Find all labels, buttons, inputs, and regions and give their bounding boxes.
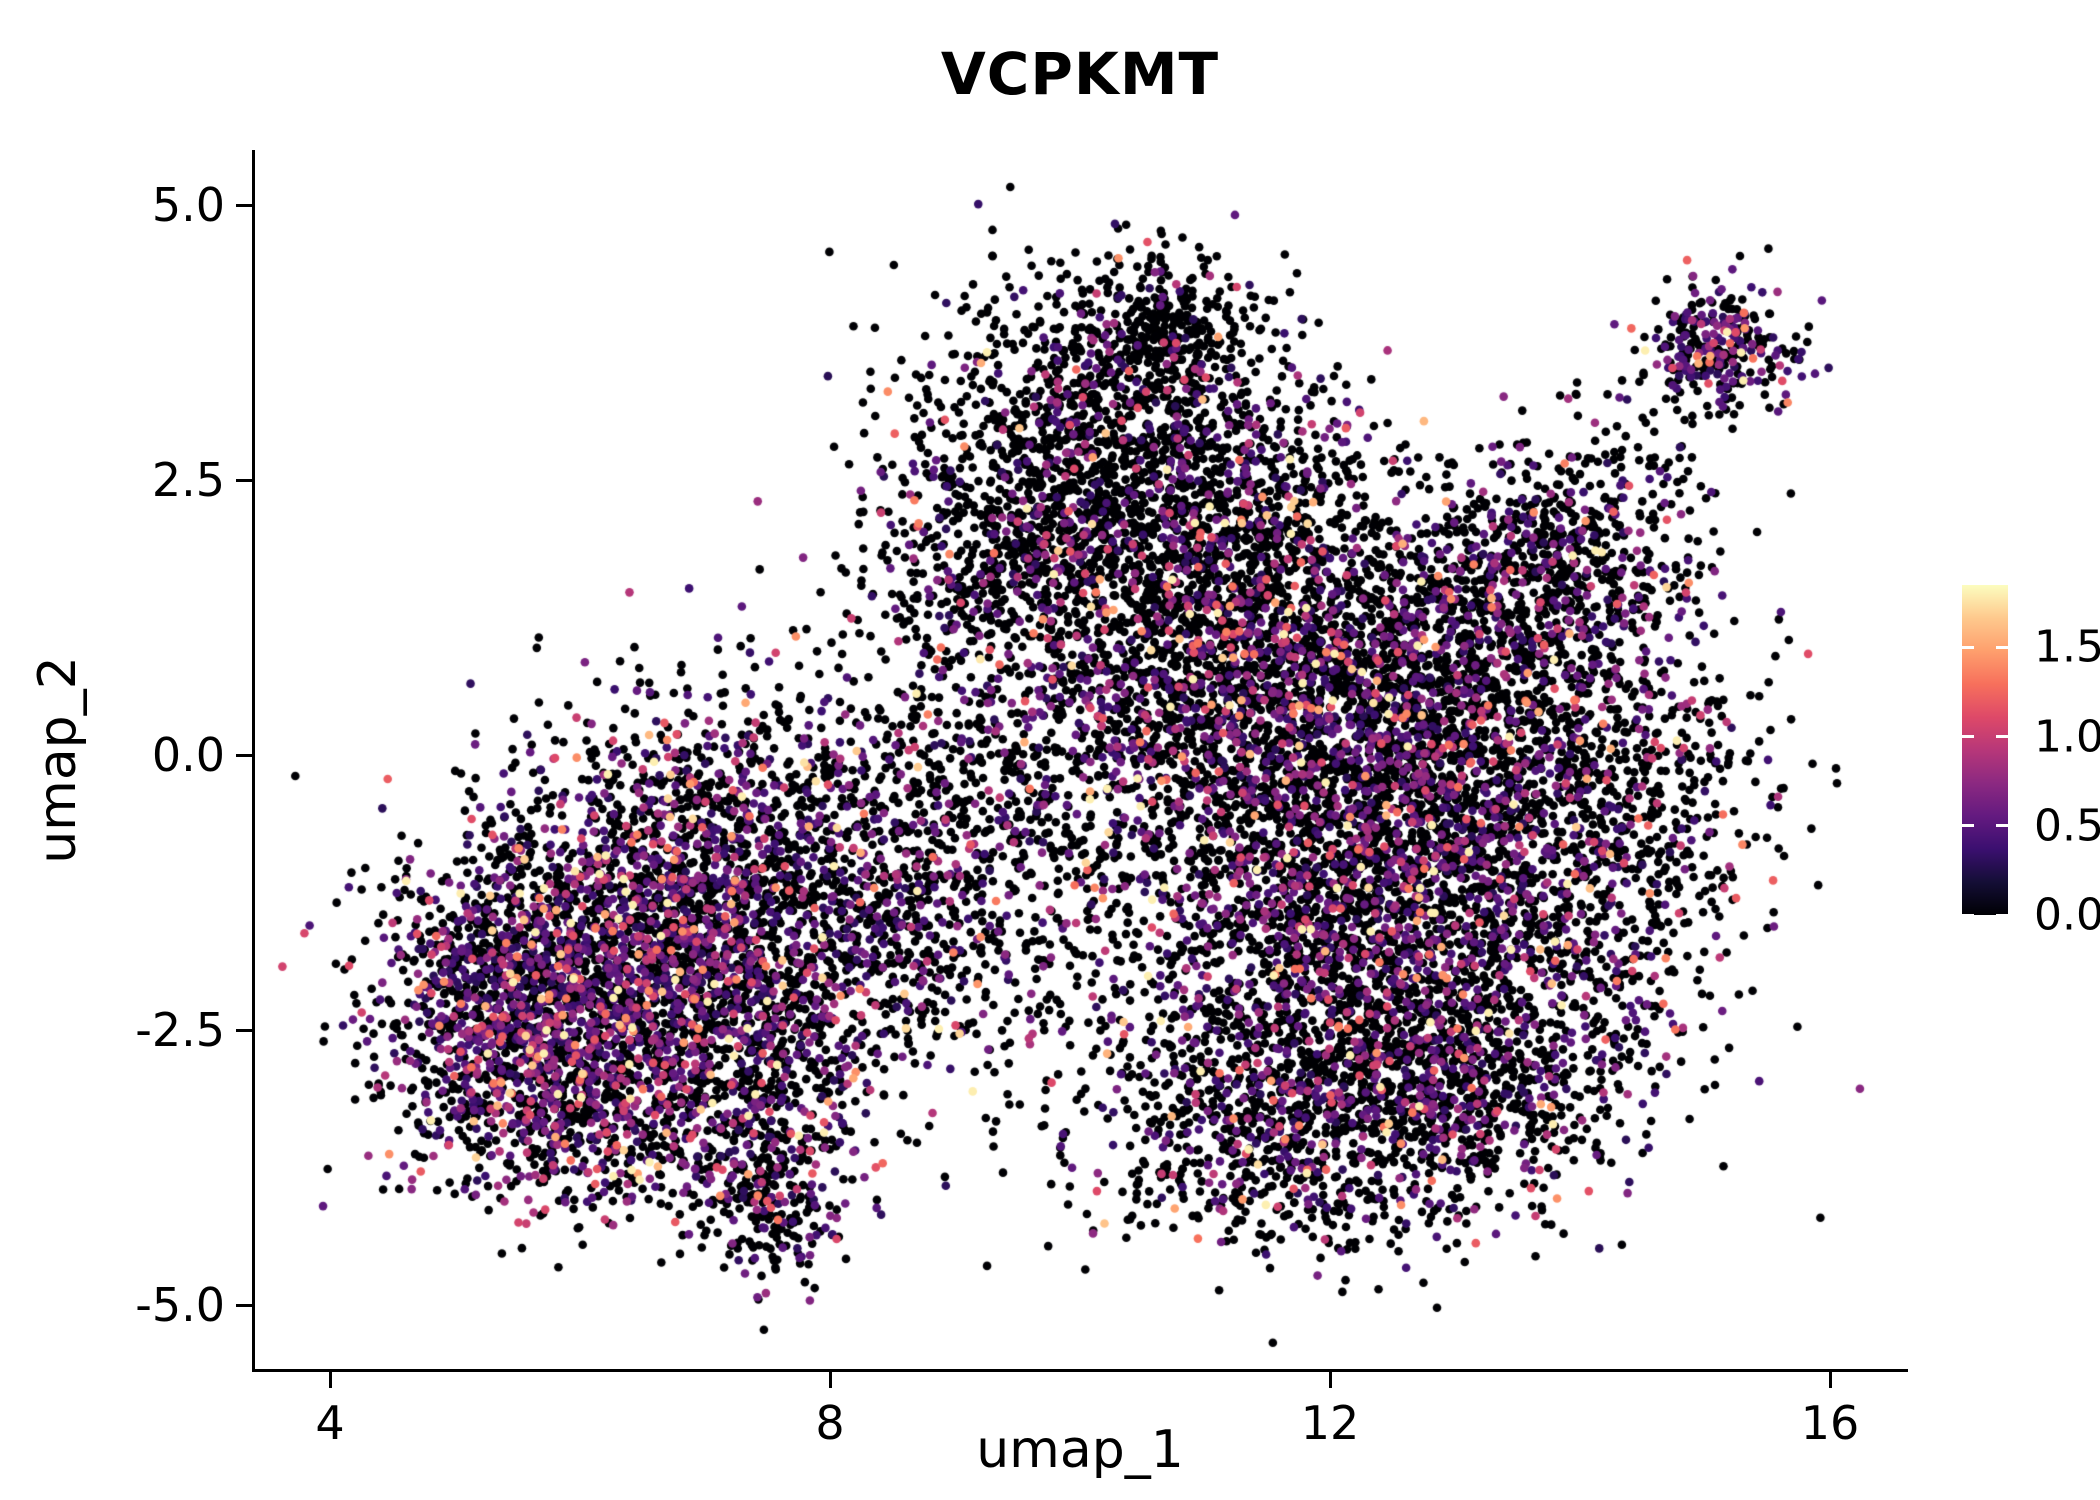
colorbar-tick-mark [1996, 645, 2008, 649]
y-tick-mark [236, 478, 252, 482]
colorbar-tick-label: 1.0 [2034, 711, 2100, 763]
x-tick-label: 4 [315, 1396, 345, 1450]
colorbar-tick-label: 1.5 [2034, 621, 2100, 673]
y-tick-label: 0.0 [151, 728, 225, 783]
y-tick-mark [236, 203, 252, 207]
colorbar-tick-mark [1996, 735, 2008, 739]
x-tick-mark [828, 1372, 832, 1388]
x-tick-label: 8 [815, 1396, 845, 1450]
y-tick-label: -5.0 [135, 1278, 225, 1333]
y-tick-label: -2.5 [135, 1003, 225, 1058]
colorbar-tick-mark [1996, 824, 2008, 828]
y-tick-mark [236, 753, 252, 757]
y-tick-label: 5.0 [151, 178, 225, 232]
colorbar-tick-mark [1962, 645, 1974, 649]
x-tick-mark [328, 1372, 332, 1388]
x-axis-line [252, 1369, 1908, 1372]
colorbar-tick-mark [1996, 913, 2008, 917]
y-tick-mark [236, 1303, 252, 1307]
colorbar-gradient [1962, 585, 2008, 915]
chart-title: VCPKMT [940, 40, 1220, 108]
y-axis-line [252, 150, 255, 1372]
y-tick-mark [236, 1028, 252, 1032]
colorbar-tick-mark [1962, 735, 1974, 739]
colorbar-tick-mark [1962, 913, 1974, 917]
colorbar-tick-mark [1962, 824, 1974, 828]
x-tick-mark [1328, 1372, 1332, 1388]
colorbar-tick-label: 0.5 [2034, 800, 2100, 852]
x-tick-mark [1828, 1372, 1832, 1388]
colorbar-tick-label: 0.0 [2034, 889, 2100, 941]
x-tick-label: 12 [1300, 1396, 1360, 1450]
y-axis-title: umap_2 [28, 656, 88, 864]
y-tick-label: 2.5 [151, 453, 225, 508]
x-axis-title: umap_1 [976, 1420, 1184, 1480]
x-tick-label: 16 [1800, 1396, 1860, 1450]
